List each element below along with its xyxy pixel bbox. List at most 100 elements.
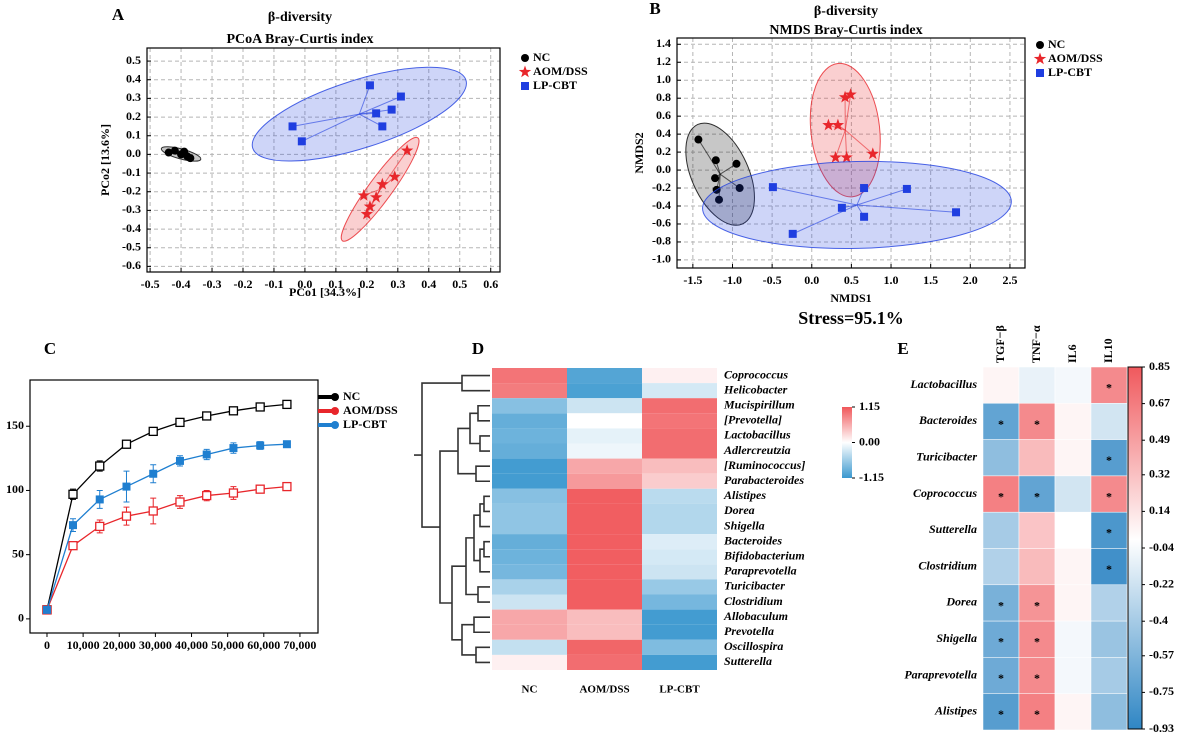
x-tick-label: 0.5	[452, 277, 467, 291]
x-tick-label: -0.2	[233, 277, 252, 291]
y-tick-label: -0.1	[122, 165, 141, 179]
y-tick-label: 100	[6, 482, 24, 496]
chart-subtitle: NMDS Bray-Curtis index	[769, 23, 922, 38]
point	[831, 118, 845, 131]
cell-annotation: *	[998, 417, 1004, 431]
heatmap-cell	[642, 624, 717, 640]
x-tick-label: -1.0	[723, 273, 742, 287]
heatmap-cell	[492, 443, 567, 459]
y-tick-label: 0.2	[656, 144, 671, 158]
legend-label: AOM/DSS	[533, 64, 588, 78]
y-tick-label: 0.4	[126, 71, 141, 85]
point	[170, 146, 179, 155]
row-label: Lactobacillus	[723, 428, 791, 442]
heatmap-cell	[642, 383, 717, 399]
heatmap-cell	[642, 594, 717, 610]
heatmap-cell	[642, 534, 717, 550]
cell-annotation: *	[998, 635, 1004, 649]
x-tick-label: 2.0	[963, 273, 978, 287]
point	[768, 183, 777, 192]
point	[229, 444, 238, 453]
heatmap-cell	[642, 503, 717, 519]
panel-label: D	[472, 339, 484, 358]
heatmap-cell	[1018, 366, 1056, 404]
row-label: Clostridium	[724, 594, 783, 608]
point	[175, 497, 185, 507]
cell-annotation: *	[1034, 671, 1040, 685]
y-tick-label: 150	[6, 418, 24, 432]
x-tick-label: -0.4	[172, 277, 191, 291]
spider-line	[844, 129, 874, 155]
point	[68, 541, 78, 551]
point	[282, 481, 292, 492]
row-label: Dorea	[945, 595, 977, 609]
point	[694, 135, 703, 144]
legend-marker	[1036, 69, 1044, 77]
heatmap-cell	[567, 428, 642, 444]
point	[838, 90, 852, 103]
point	[228, 406, 239, 416]
colorbar-tick-label: -0.4	[1149, 613, 1168, 627]
point	[866, 147, 879, 160]
heatmap-cell	[492, 488, 567, 504]
point	[95, 461, 105, 471]
dendrogram	[414, 374, 490, 664]
point	[228, 488, 239, 498]
legend-label: LP-CBT	[1048, 65, 1092, 79]
cell-annotation: *	[1034, 598, 1040, 612]
row-label: Alistipes	[934, 704, 977, 718]
heatmap-cell	[567, 609, 642, 625]
heatmap-cell	[1090, 584, 1128, 622]
row-label: Shigella	[724, 518, 765, 532]
spider-line	[301, 113, 360, 142]
legend-label: AOM/DSS	[1048, 51, 1103, 65]
point	[149, 469, 158, 478]
point	[202, 490, 212, 501]
point	[378, 122, 387, 131]
cell-annotation: *	[998, 489, 1004, 503]
colorbar-tick-label: -0.57	[1149, 648, 1174, 662]
y-tick-label: -0.2	[652, 180, 671, 194]
legend-marker	[1036, 41, 1044, 49]
point	[68, 489, 78, 499]
point	[256, 441, 265, 450]
heatmap-cell	[492, 519, 567, 535]
point	[175, 417, 185, 428]
colorbar-tick-label: -0.04	[1149, 540, 1174, 554]
point	[369, 190, 383, 203]
heatmap-cell	[1054, 584, 1092, 622]
heatmap-cell	[1018, 475, 1056, 513]
x-tick-label: 0.6	[483, 277, 498, 291]
row-label: Prevotella	[724, 624, 774, 638]
y-tick-label: 0.0	[656, 162, 671, 176]
heatmap-cell	[1054, 657, 1092, 694]
heatmap-cell	[567, 654, 642, 670]
heatmap-cell	[642, 488, 717, 504]
row-label: Coprococcus	[724, 367, 788, 381]
heatmap-cell	[1054, 548, 1092, 586]
heatmap-cell	[567, 503, 642, 519]
point	[829, 150, 842, 163]
chart-title: β-diversity	[814, 4, 878, 19]
point	[735, 184, 744, 193]
colorbar-tick-label: -1.15	[859, 470, 884, 484]
spider-line	[697, 139, 721, 175]
point	[840, 150, 853, 163]
colorbar-tick-label: 0.49	[1149, 432, 1170, 446]
x-tick-label: 10,000	[67, 638, 100, 652]
heatmap-cell	[567, 383, 642, 399]
colorbar-tick-label: -0.93	[1149, 721, 1174, 732]
row-label: Bifidobacterium	[723, 549, 805, 563]
y-tick-label: 0.3	[126, 90, 141, 104]
point	[121, 439, 132, 449]
heatmap-cell	[642, 443, 717, 459]
row-label: Shigella	[936, 631, 977, 645]
heatmap-cell	[1090, 439, 1128, 477]
y-axis-label: NMDS2	[632, 132, 646, 173]
point	[95, 521, 105, 532]
annotation: Stress=95.1%	[798, 308, 903, 328]
heatmap-cell	[492, 473, 567, 489]
heatmap-cell	[492, 413, 567, 429]
heatmap-cell	[567, 624, 642, 640]
